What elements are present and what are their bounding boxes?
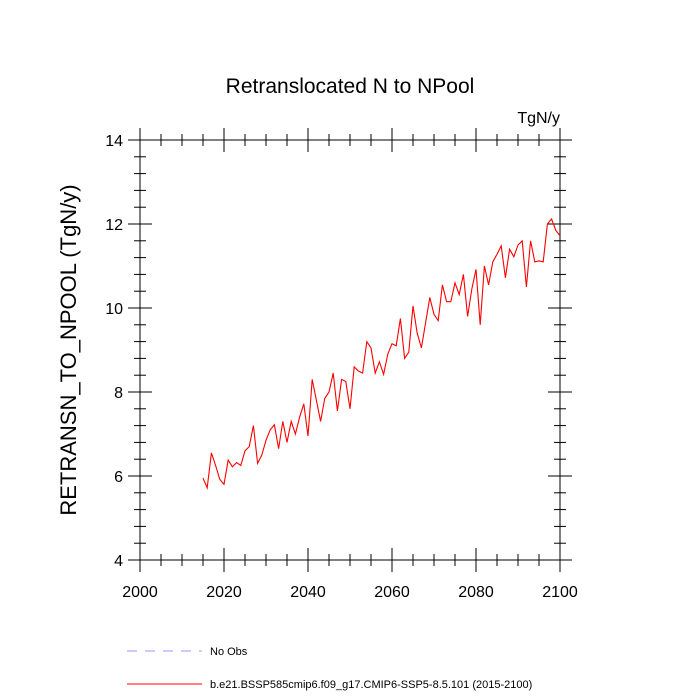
- series-line: [202, 217, 561, 490]
- y-tick-label: 6: [114, 469, 123, 486]
- x-tick-label: 2000: [122, 584, 158, 601]
- y-tick-label: 8: [114, 385, 123, 402]
- axis-tick-labels: 2000 2020 2040 2060 2080 2100 4 6 8 10 12 14: [105, 133, 578, 601]
- x-tick-label: 2040: [290, 584, 326, 601]
- plot-frame: [139, 139, 561, 561]
- y-tick-label: 4: [114, 553, 123, 570]
- series-layer: [202, 217, 561, 490]
- y-axis-label: RETRANSN_TO_NPOOL (TgN/y): [56, 184, 81, 515]
- x-tick-label: 2060: [374, 584, 410, 601]
- x-tick-label: 2100: [542, 584, 578, 601]
- legend-label: No Obs: [210, 646, 248, 658]
- x-tick-label: 2080: [458, 584, 494, 601]
- legend: No Obs b.e21.BSSP585cmip6.f09_g17.CMIP6-S…: [127, 646, 532, 691]
- legend-label: b.e21.BSSP585cmip6.f09_g17.CMIP6-SSP5-8.…: [210, 679, 532, 691]
- y-tick-label: 12: [105, 217, 123, 234]
- chart-title: Retranslocated N to NPool: [226, 75, 475, 98]
- x-tick-label: 2020: [206, 584, 242, 601]
- units-label: TgN/y: [517, 110, 560, 127]
- axis-ticks: [128, 128, 572, 572]
- y-tick-label: 14: [105, 133, 123, 150]
- y-tick-label: 10: [105, 301, 123, 318]
